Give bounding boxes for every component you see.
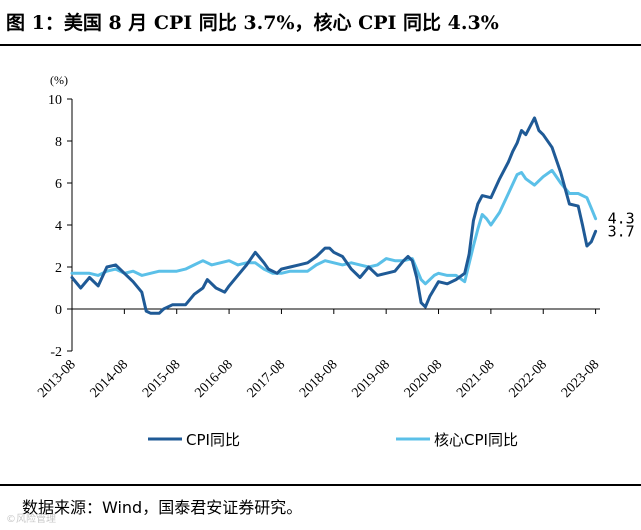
watermark: ©风险管理: [6, 514, 56, 525]
y-tick-label: 4: [55, 219, 62, 234]
x-tick-label: 2018-08: [297, 357, 341, 401]
series-line-0: [70, 116, 598, 315]
line-chart: (%) -2 0 2 4 6 8 10 2013-08 2014-08 2015-08 2016-08…: [35, 73, 635, 449]
legend: CPI同比 核心CPI同比: [148, 431, 518, 449]
x-tick-label: 2019-08: [349, 357, 393, 401]
y-tick-label: 8: [55, 135, 62, 150]
x-tick-label: 2017-08: [245, 357, 289, 401]
source-note: 数据来源：Wind，国泰君安证券研究。: [22, 498, 303, 517]
series-line-1: [70, 168, 598, 286]
y-tick-label: 2: [55, 261, 62, 276]
y-unit-label: (%): [50, 73, 68, 87]
series-lines: [70, 116, 598, 315]
x-tick-label: 2013-08: [35, 357, 79, 401]
end-labels: 4.33.7: [608, 210, 635, 241]
axes-group: (%) -2 0 2 4 6 8 10 2013-08 2014-08 2015-08 2016-08…: [35, 73, 602, 401]
x-tick-label: 2014-08: [88, 357, 132, 401]
legend-label-1: 核心CPI同比: [434, 431, 518, 449]
x-tick-label: 2022-08: [506, 357, 550, 401]
end-value-label-1: 4.3: [608, 210, 635, 228]
chart-title: 图 1：美国 8 月 CPI 同比 3.7%，核心 CPI 同比 4.3%: [6, 12, 499, 34]
x-tick-label: 2021-08: [454, 357, 498, 401]
legend-label-0: CPI同比: [186, 431, 240, 449]
x-tick-label: 2020-08: [402, 357, 446, 401]
x-tick-label: 2023-08: [559, 357, 603, 401]
y-tick-label: 0: [55, 303, 62, 318]
y-tick-label: -2: [50, 345, 62, 360]
bottom-rule: [0, 484, 641, 486]
end-value-label-0: 3.7: [608, 222, 635, 240]
top-rule: [0, 44, 641, 46]
x-tick-label: 2015-08: [140, 357, 184, 401]
y-tick-label: 6: [55, 177, 62, 192]
x-tick-label: 2016-08: [192, 357, 236, 401]
y-tick-label: 10: [48, 93, 62, 108]
